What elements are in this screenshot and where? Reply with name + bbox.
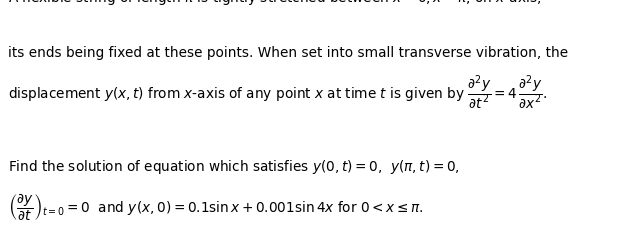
Text: its ends being fixed at these points. When set into small transverse vibration, : its ends being fixed at these points. Wh…: [8, 46, 568, 60]
Text: displacement $y(x, t)$ from $x$-axis of any point $x$ at time $t$ is given by $\: displacement $y(x, t)$ from $x$-axis of …: [8, 73, 548, 112]
Text: A flexible string of length $\pi$ is tightly stretched between $x = 0, x = \pi$,: A flexible string of length $\pi$ is tig…: [8, 0, 542, 7]
Text: $\left(\dfrac{\partial y}{\partial t}\right)_{t=0} = 0$  and $y(x, 0) = 0.1 \sin: $\left(\dfrac{\partial y}{\partial t}\ri…: [8, 192, 423, 223]
Text: Find the solution of equation which satisfies $y(0, t) = 0$,  $y(\pi, t) = 0$,: Find the solution of equation which sati…: [8, 158, 460, 176]
